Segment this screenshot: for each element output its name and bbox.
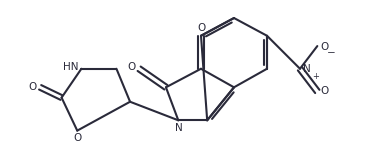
Text: O: O [128,62,136,72]
Text: O: O [73,133,82,143]
Text: +: + [312,72,319,81]
Text: O: O [321,42,329,52]
Text: N: N [175,123,183,133]
Text: O: O [197,23,206,33]
Text: O: O [321,86,329,96]
Text: N: N [303,64,310,74]
Text: HN: HN [63,62,79,72]
Text: O: O [28,82,37,92]
Text: −: − [327,49,336,59]
